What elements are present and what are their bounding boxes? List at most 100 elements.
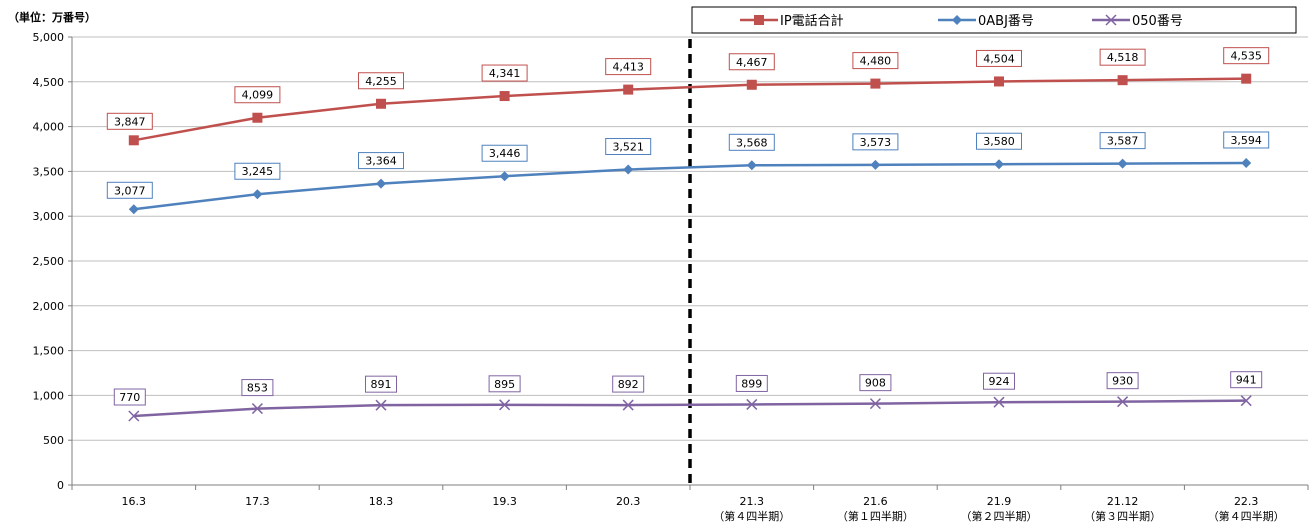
legend-marker (952, 15, 962, 25)
y-tick-label: 1,500 (33, 345, 65, 358)
y-tick-label: 0 (57, 479, 64, 492)
y-tick-label: 1,000 (33, 389, 65, 402)
data-label-box (852, 133, 899, 151)
data-label: 3,364 (365, 155, 397, 168)
x-tick-sublabel: （第４四半期） (1208, 509, 1285, 522)
data-point (870, 159, 881, 170)
data-point (375, 399, 387, 411)
data-point (1241, 157, 1252, 168)
data-point (499, 91, 510, 102)
data-label: 770 (119, 391, 140, 404)
data-label: 899 (741, 377, 762, 390)
x-tick-sublabel: （第４四半期） (713, 509, 790, 522)
data-label-box (234, 86, 281, 104)
data-label-box (976, 132, 1022, 150)
data-label: 4,504 (983, 52, 1015, 65)
data-point (746, 160, 757, 171)
series-line (133, 77, 1247, 142)
data-point (622, 399, 634, 411)
data-point (1241, 73, 1252, 84)
data-label: 3,568 (736, 136, 768, 149)
data-point (128, 135, 139, 146)
legend-item-2: 050番号 (1092, 14, 1183, 29)
data-label-box (488, 375, 521, 393)
y-tick-label: 5,000 (33, 31, 65, 44)
data-point-stroke (622, 399, 634, 411)
y-tick-label: 3,000 (33, 210, 65, 223)
data-point-stroke (993, 396, 1005, 408)
data-label-box (1099, 48, 1146, 66)
legend-marker-stroke (1105, 14, 1117, 26)
data-label: 892 (618, 378, 639, 391)
y-tick-label: 4,000 (33, 121, 65, 134)
data-label: 4,413 (612, 61, 644, 74)
data-point (376, 98, 386, 109)
data-label-box (728, 53, 775, 71)
x-tick-label: 21.12 (1107, 495, 1139, 508)
y-tick-label: 2,500 (33, 255, 65, 268)
data-label-box (605, 58, 652, 76)
data-label-box (983, 372, 1015, 390)
data-label-box (234, 162, 281, 180)
data-label-box (1106, 372, 1139, 390)
data-label-box (113, 388, 146, 406)
axes: 0 500 1,000 1,500 2,000 2,500 3,000 3,500 4,000 4… (33, 31, 1309, 522)
data-label: 4,480 (860, 55, 892, 68)
data-point (869, 398, 881, 410)
data-label-box (481, 144, 528, 162)
data-point (623, 84, 634, 95)
data-label: 4,099 (242, 89, 274, 102)
data-point (128, 204, 139, 215)
data-point (994, 76, 1004, 87)
data-label: 3,580 (983, 135, 1015, 148)
x-tick-label: 20.3 (616, 495, 641, 508)
data-point-stroke (1117, 396, 1129, 408)
data-point (994, 159, 1004, 170)
data-label: 3,573 (860, 136, 892, 149)
data-point (746, 398, 758, 410)
data-label-box (852, 52, 899, 70)
series-line (133, 161, 1247, 211)
legend-item-0: IP電話合計 (740, 13, 844, 29)
data-point (1117, 158, 1128, 169)
data-point (376, 178, 386, 189)
legend-label: 0ABJ番号 (978, 14, 1034, 29)
data-point (1117, 396, 1129, 408)
data-point-stroke (869, 398, 881, 410)
data-label: 3,847 (114, 115, 146, 128)
data-point (1240, 395, 1252, 407)
legend: IP電話合計 0ABJ番号 050番号 (691, 6, 1297, 34)
data-point (499, 399, 511, 411)
legend-label: IP電話合計 (780, 13, 844, 29)
legend-item-1: 0ABJ番号 (938, 14, 1034, 29)
series-2: 770 853 891 895 892 899 908 924 930 941 (113, 371, 1263, 422)
x-tick-label: 22.3 (1234, 495, 1259, 508)
data-label-box (365, 375, 397, 393)
data-label: 3,245 (242, 165, 274, 178)
data-label-box (1223, 131, 1270, 149)
data-point-stroke (375, 399, 387, 411)
data-label: 941 (1236, 374, 1257, 387)
x-tick-sublabel: （第１四半期） (837, 509, 914, 522)
data-label-box (735, 374, 768, 392)
data-label: 4,518 (1107, 51, 1139, 64)
data-label-box (728, 133, 775, 151)
data-point (252, 189, 263, 200)
data-label-box (1099, 132, 1146, 150)
x-tick-label: 21.9 (987, 495, 1012, 508)
data-label: 3,587 (1107, 135, 1139, 148)
series-0: 3,847 4,099 4,255 4,341 4,413 4,467 4,480 4,504… (106, 47, 1270, 146)
data-label-box (605, 138, 652, 156)
data-label: 4,535 (1230, 50, 1262, 63)
y-tick-label: 2,000 (33, 300, 65, 313)
data-point (252, 112, 263, 123)
data-label-box (358, 72, 404, 90)
data-point (251, 403, 263, 415)
x-tick-sublabel: （第３四半期） (1084, 509, 1161, 522)
data-label-box (1223, 47, 1270, 65)
data-label-box (859, 374, 892, 392)
data-label-box (106, 181, 153, 199)
series-1: 3,077 3,245 3,364 3,446 3,521 3,568 3,573 3,580… (106, 131, 1270, 215)
data-point-stroke (128, 410, 140, 422)
